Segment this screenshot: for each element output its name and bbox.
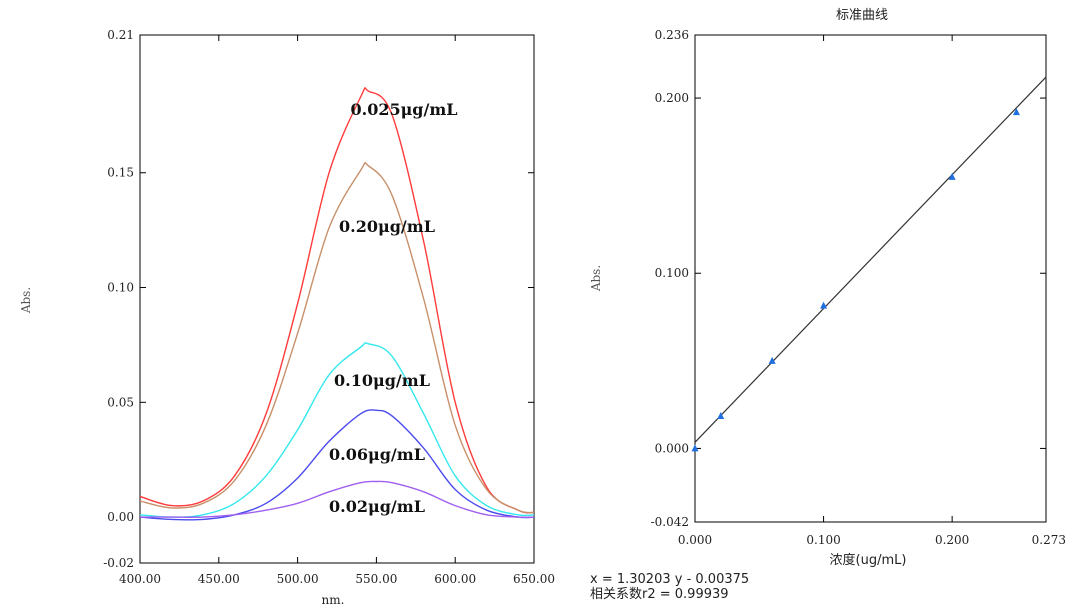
spectrum-line-006 bbox=[139, 409, 535, 521]
curve-x-tick-label: 0.273 bbox=[1032, 533, 1066, 547]
spectrum-x-tick-label: 500.00 bbox=[277, 572, 319, 586]
spectrum-y-tick-label: -0.02 bbox=[103, 556, 134, 570]
spectrum-line-010 bbox=[139, 342, 535, 518]
spectrum-y-tick-label: 0.21 bbox=[107, 28, 134, 42]
standard-curve-x-axis-label: 浓度(ug/mL) bbox=[830, 552, 907, 568]
spectrum-y-tick-label: 0.10 bbox=[107, 281, 134, 295]
spectrum-y-tick-label: 0.15 bbox=[107, 166, 134, 180]
spectrum-x-tick-label: 550.00 bbox=[355, 572, 397, 586]
calibration-point-marker bbox=[768, 356, 776, 364]
label-020-ugml: 0.20μg/mL bbox=[339, 217, 435, 236]
spectrum-x-tick-label: 400.00 bbox=[119, 572, 161, 586]
standard-curve-axis-ticks: 0.236 0.200 0.100 0.000 -0.042 0.000 0.100 0.20… bbox=[651, 28, 1066, 547]
spectrum-line-0025 bbox=[139, 87, 535, 514]
spectrum-x-axis-label: nm. bbox=[322, 593, 345, 607]
label-002-ugml: 0.02μg/mL bbox=[329, 497, 425, 516]
label-0025-ugml: 0.025μg/mL bbox=[350, 100, 457, 119]
correlation-coefficient: 相关系数r2 = 0.99939 bbox=[590, 587, 729, 602]
regression-fit-line bbox=[694, 76, 1047, 443]
regression-equation: x = 1.30203 y - 0.00375 bbox=[590, 572, 750, 587]
standard-curve-title: 标准曲线 bbox=[836, 8, 888, 23]
spectrum-line-002 bbox=[140, 480, 535, 518]
standard-curve-plot-frame bbox=[694, 34, 1047, 523]
spectrum-x-tick-label: 450.00 bbox=[198, 572, 240, 586]
calibration-point-marker bbox=[948, 172, 956, 180]
spectrum-series-group bbox=[139, 87, 535, 521]
curve-y-tick-label: 0.200 bbox=[655, 91, 689, 105]
spectrum-annotations: 0.025μg/mL 0.20μg/mL 0.10μg/mL 0.06μg/mL 0.0… bbox=[329, 100, 457, 516]
fit-line-group bbox=[694, 76, 1047, 443]
calibration-point-marker bbox=[820, 301, 828, 309]
spectrum-x-tick-label: 600.00 bbox=[434, 572, 476, 586]
spectrum-y-tick-label: 0.00 bbox=[107, 510, 134, 524]
absorbance-spectrum-chart: 0.21 0.15 0.10 0.05 0.00 -0.02 400.00 450.00 500… bbox=[19, 28, 555, 607]
label-006-ugml: 0.06μg/mL bbox=[329, 445, 425, 464]
curve-y-tick-label: 0.100 bbox=[655, 266, 689, 280]
spectrum-plot-frame bbox=[139, 34, 535, 564]
standard-curve-chart: 标准曲线 0.236 0.200 0.100 0.000 -0.042 0.000 0.10… bbox=[589, 8, 1066, 568]
spectrum-axis-ticks: 0.21 0.15 0.10 0.05 0.00 -0.02 400.00 450.00 500… bbox=[103, 28, 555, 586]
curve-y-tick-label: -0.042 bbox=[651, 515, 689, 529]
curve-y-tick-label: 0.236 bbox=[655, 28, 689, 42]
spectrum-x-tick-label: 650.00 bbox=[513, 572, 555, 586]
calibration-point-marker bbox=[717, 412, 725, 420]
calibration-point-marker bbox=[691, 444, 699, 452]
calibration-points-group bbox=[691, 108, 1020, 452]
spectrum-line-020 bbox=[139, 161, 535, 514]
curve-x-tick-label: 0.200 bbox=[935, 533, 969, 547]
curve-y-tick-label: 0.000 bbox=[655, 441, 689, 455]
curve-x-tick-label: 0.100 bbox=[806, 533, 840, 547]
standard-curve-y-axis-label: Abs. bbox=[589, 265, 603, 292]
label-010-ugml: 0.10μg/mL bbox=[334, 371, 430, 390]
spectrum-y-tick-label: 0.05 bbox=[107, 395, 134, 409]
curve-x-tick-label: 0.000 bbox=[678, 533, 712, 547]
spectrum-y-axis-label: Abs. bbox=[19, 287, 33, 314]
calibration-point-marker bbox=[1012, 108, 1020, 116]
